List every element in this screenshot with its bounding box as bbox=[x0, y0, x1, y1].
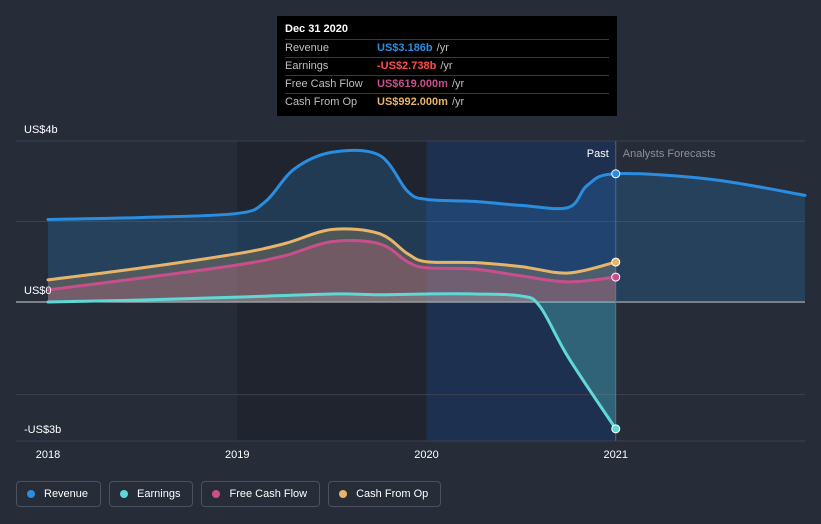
x-tick-label: 2020 bbox=[414, 449, 438, 461]
forecast-label: Analysts Forecasts bbox=[623, 148, 716, 160]
x-tick-label: 2021 bbox=[604, 449, 628, 461]
y-axis-label: US$0 bbox=[24, 285, 52, 297]
cash-from-op-line bbox=[46, 227, 618, 282]
tooltip-row-value: US$992.000m bbox=[377, 96, 448, 108]
legend-dot-icon bbox=[339, 490, 348, 498]
legend-label: Revenue bbox=[44, 488, 89, 500]
tooltip-row-value: US$3.186b bbox=[377, 42, 433, 54]
tooltip-row-value: -US$2.738b bbox=[377, 60, 437, 72]
tooltip-row-label: Cash From Op bbox=[285, 96, 358, 108]
legend-item-free-cash-flow[interactable]: Free Cash Flow bbox=[201, 481, 321, 507]
free-cash-flow-area bbox=[48, 240, 616, 302]
tooltip-row-unit: /yr bbox=[436, 42, 449, 54]
tooltip-row-value: US$619.000m bbox=[377, 78, 448, 90]
tooltip-row-label: Free Cash Flow bbox=[285, 78, 363, 90]
legend-dot-icon bbox=[212, 490, 221, 498]
free-cash-flow-line bbox=[46, 238, 618, 292]
tooltip-row: Earnings -US$2.738b/yr bbox=[285, 58, 609, 76]
tooltip-row-unit: /yr bbox=[440, 60, 453, 72]
x-tick-label: 2018 bbox=[36, 449, 60, 461]
x-tick-label: 2019 bbox=[225, 449, 249, 461]
tooltip: Dec 31 2020 Revenue US$3.186b/yr Earnings -… bbox=[277, 16, 617, 116]
tooltip-date: Dec 31 2020 bbox=[285, 23, 609, 40]
earnings-area bbox=[48, 293, 616, 429]
free-cash-flow-marker[interactable] bbox=[611, 272, 621, 282]
tooltip-row: Free Cash Flow US$619.000m/yr bbox=[285, 76, 609, 94]
y-axis-label: US$4b bbox=[24, 124, 58, 136]
tooltip-row: Cash From Op US$992.000m/yr bbox=[285, 94, 609, 111]
past-shade-region bbox=[237, 141, 427, 441]
legend-label: Free Cash Flow bbox=[229, 488, 308, 500]
revenue-marker[interactable] bbox=[611, 169, 621, 179]
tooltip-row-label: Revenue bbox=[285, 42, 330, 54]
tooltip-row-unit: /yr bbox=[451, 96, 465, 108]
legend: Revenue Earnings Free Cash Flow Cash From O… bbox=[16, 481, 442, 507]
revenue-line bbox=[46, 148, 807, 221]
legend-dot-icon bbox=[120, 490, 129, 498]
legend-label: Earnings bbox=[137, 488, 181, 500]
cash-from-op-area bbox=[48, 228, 616, 302]
y-axis-label: -US$3b bbox=[24, 424, 61, 436]
earnings-line bbox=[46, 292, 618, 431]
past-label: Past bbox=[587, 148, 609, 160]
tooltip-row: Revenue US$3.186b/yr bbox=[285, 40, 609, 58]
legend-label: Cash From Op bbox=[356, 488, 429, 500]
legend-item-earnings[interactable]: Earnings bbox=[109, 481, 194, 507]
legend-item-revenue[interactable]: Revenue bbox=[16, 481, 102, 507]
legend-item-cash-from-op[interactable]: Cash From Op bbox=[328, 481, 442, 507]
cash-from-op-marker[interactable] bbox=[611, 257, 621, 267]
tooltip-row-unit: /yr bbox=[451, 78, 465, 90]
tooltip-row-label: Earnings bbox=[285, 60, 329, 72]
earnings-marker[interactable] bbox=[611, 424, 621, 434]
legend-dot-icon bbox=[27, 490, 35, 498]
